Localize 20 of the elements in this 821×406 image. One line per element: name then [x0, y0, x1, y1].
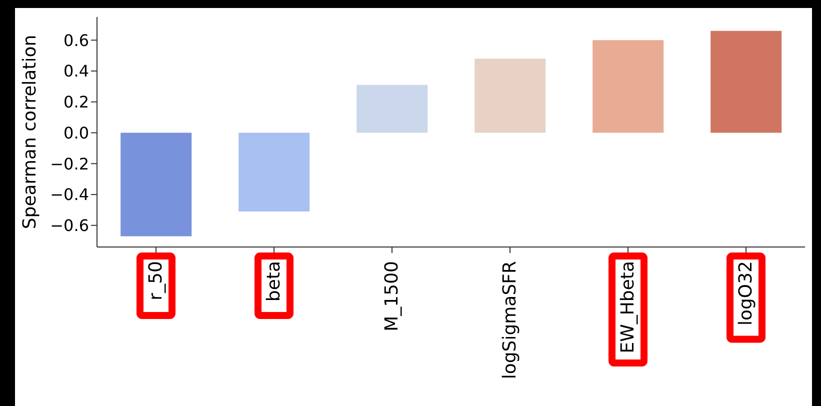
- y-tick-label: −0.6: [50, 216, 89, 236]
- bar: [592, 40, 664, 133]
- x-tick-label: beta: [264, 261, 284, 302]
- x-tick-label: logO32: [736, 261, 756, 326]
- x-tick-label: M_1500: [382, 261, 402, 332]
- bar: [356, 84, 428, 133]
- bar: [120, 132, 192, 236]
- y-tick-label: 0.4: [64, 62, 89, 81]
- x-tick-label: r_50: [146, 261, 166, 300]
- y-tick-label: 0.2: [64, 92, 89, 112]
- bar: [710, 30, 782, 133]
- y-tick-label: −0.4: [50, 185, 89, 204]
- y-tick-label: −0.2: [50, 154, 89, 174]
- x-tick-label: logSigmaSFR: [500, 261, 520, 380]
- bar: [238, 132, 310, 212]
- y-axis-title: Spearman correlation: [19, 34, 40, 230]
- bar: [474, 58, 546, 133]
- y-tick-label: 0.6: [64, 30, 89, 50]
- y-tick-label: 0.0: [64, 123, 89, 142]
- x-tick-label: EW_Hbeta: [618, 261, 638, 354]
